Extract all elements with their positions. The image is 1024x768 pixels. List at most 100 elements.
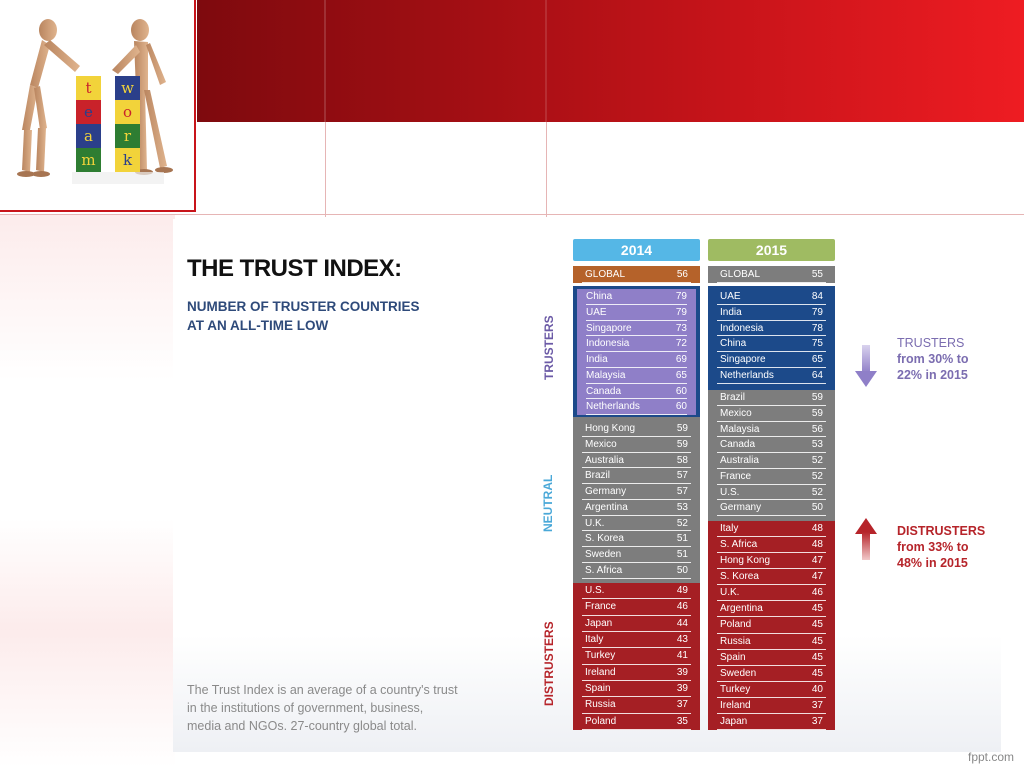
trust-value: 57 <box>676 486 688 497</box>
row-underline <box>586 335 687 337</box>
logo-letter: r <box>123 127 132 145</box>
truster-row: China 79 <box>577 289 696 305</box>
country-name: France <box>720 470 752 482</box>
row-underline <box>717 632 826 634</box>
row-underline <box>717 600 826 602</box>
truster-row: Malaysia 65 <box>577 367 696 384</box>
logo-letter: m <box>81 151 96 169</box>
country-name: Argentina <box>720 603 763 615</box>
row-underline <box>717 515 826 516</box>
trust-value: 45 <box>811 651 823 663</box>
country-name: China <box>720 338 747 350</box>
neutral-row: Hong Kong 59 <box>573 421 700 437</box>
trust-value: 37 <box>811 699 823 711</box>
country-name: Malaysia <box>720 423 760 435</box>
neutral-row: U.S. 52 <box>708 484 835 501</box>
neutral-row: Mexico 59 <box>708 405 835 422</box>
row-underline <box>586 351 687 352</box>
global-row: GLOBAL 56 <box>573 266 700 283</box>
row-underline <box>717 552 826 554</box>
header-band <box>197 0 1024 122</box>
neutral-row: S. Africa 50 <box>573 562 700 579</box>
country-name: Italy <box>720 523 739 534</box>
row-underline <box>717 351 826 352</box>
trust-value: 41 <box>676 650 688 662</box>
row-underline <box>582 435 691 437</box>
trust-value: 59 <box>811 392 823 403</box>
country-name: Germany <box>720 502 762 514</box>
country-name: Spain <box>585 683 611 694</box>
annotation-line: from 30% to <box>897 352 969 366</box>
distruster-row: Ireland 39 <box>573 664 700 681</box>
logo-letter: a <box>84 127 93 145</box>
trust-value: 49 <box>676 585 688 596</box>
country-name: Ireland <box>720 699 751 711</box>
distruster-row: Sweden 45 <box>708 665 835 682</box>
row-underline <box>582 546 691 547</box>
row-underline <box>582 282 691 283</box>
trust-value: 37 <box>676 699 688 711</box>
row-underline <box>582 498 691 500</box>
logo-letter: o <box>122 103 133 121</box>
trust-value: 58 <box>676 454 688 466</box>
trust-value: 44 <box>676 617 688 629</box>
trust-value: 59 <box>811 407 823 419</box>
truster-row: Singapore 73 <box>577 320 696 337</box>
trust-value: 52 <box>811 486 823 498</box>
neutral-row: S. Korea 51 <box>573 531 700 547</box>
footer-brand: fppt.com <box>968 750 1015 764</box>
row-underline <box>582 679 691 681</box>
row-underline <box>717 366 826 368</box>
page-subtitle: NUMBER OF TRUSTER COUNTRIES AT AN ALL-TI… <box>187 297 477 335</box>
country-name: S. Korea <box>585 533 624 545</box>
trust-value: 53 <box>676 501 688 513</box>
arrow-up-icon <box>855 518 877 560</box>
country-name: Malaysia <box>586 369 626 381</box>
row-underline <box>582 514 691 516</box>
country-name: Mexico <box>585 438 617 450</box>
row-underline <box>717 499 826 501</box>
row-underline <box>582 530 691 532</box>
country-name: Russia <box>720 635 751 647</box>
row-underline <box>717 303 826 305</box>
row-underline <box>582 614 691 616</box>
row-underline <box>582 561 691 563</box>
neutral-row: Sweden 51 <box>573 547 700 563</box>
trust-value: 43 <box>676 634 688 645</box>
neutral-row: Mexico 59 <box>573 436 700 453</box>
trust-value: 69 <box>675 354 687 365</box>
trust-value: 73 <box>675 322 687 334</box>
country-name: Indonesia <box>720 322 764 334</box>
row-underline <box>717 696 826 698</box>
country-name: Russia <box>585 699 616 711</box>
country-name: U.K. <box>720 587 740 599</box>
trust-value: 51 <box>676 533 688 545</box>
distruster-row: Spain 39 <box>573 681 700 698</box>
country-name: GLOBAL <box>720 269 761 280</box>
country-name: S. Africa <box>720 539 758 551</box>
footnote-line: media and NGOs. 27-country global total. <box>187 719 417 733</box>
logo-letter: t <box>85 79 92 97</box>
distruster-row: Hong Kong 47 <box>708 553 835 570</box>
truster-row: Netherlands 60 <box>577 399 696 415</box>
distruster-row: Russia 45 <box>708 633 835 650</box>
side-label-neutral: NEUTRAL <box>541 474 555 532</box>
distruster-row: Poland 45 <box>708 617 835 634</box>
row-underline <box>717 568 826 570</box>
distruster-row: S. Africa 48 <box>708 537 835 554</box>
trust-value: 84 <box>811 291 823 302</box>
column-header-2015: 2015 <box>708 239 835 261</box>
distruster-row: Ireland 37 <box>708 697 835 714</box>
distruster-row: France 46 <box>573 599 700 616</box>
trust-value: 46 <box>676 601 688 613</box>
footnote: The Trust Index is an average of a count… <box>187 681 507 735</box>
country-name: Canada <box>720 439 756 451</box>
global-row: GLOBAL 55 <box>708 266 835 283</box>
neutral-row: Argentina 53 <box>573 499 700 516</box>
trust-value: 78 <box>811 322 823 334</box>
row-underline <box>717 452 826 453</box>
distruster-row: Poland 35 <box>573 713 700 730</box>
trust-value: 48 <box>811 523 823 534</box>
column-header-2014: 2014 <box>573 239 700 261</box>
distruster-row: Japan 37 <box>708 713 835 730</box>
